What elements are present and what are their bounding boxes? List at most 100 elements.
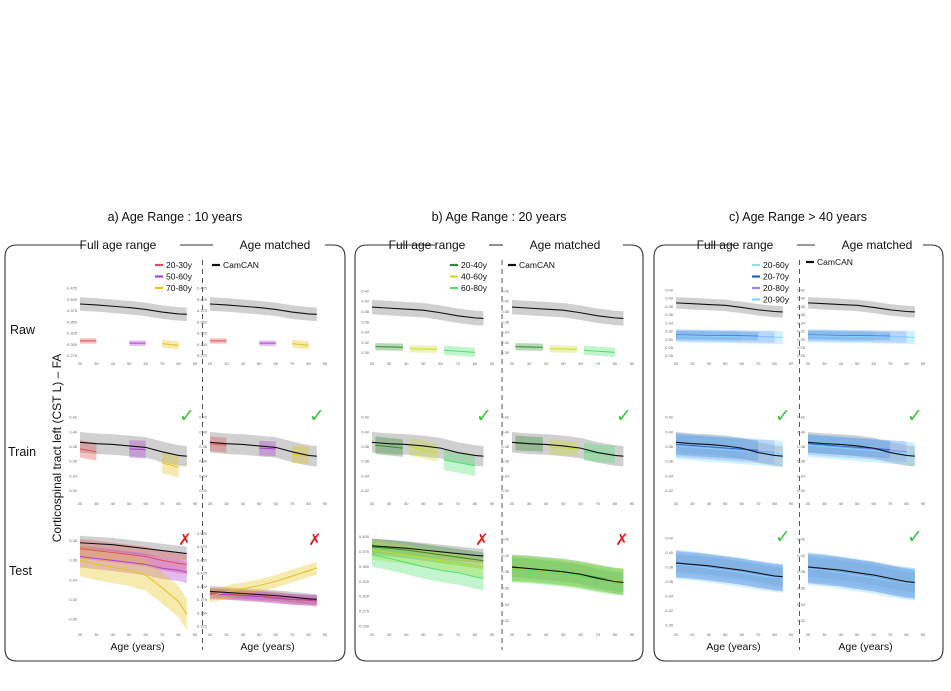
- legend-label-camcan: CamCAN: [519, 260, 555, 270]
- y-tick-label: 0.36: [797, 312, 806, 317]
- series-line-CamCAN: [79, 542, 187, 555]
- plot-train_full: 20 30 40 50 60 70 80 90 0.32 0.34 0.36 0.38 0.40 0.42…: [665, 405, 794, 506]
- x-tick-label: 30: [690, 632, 695, 637]
- plot-raw_full: 20 30 40 50 60 70 80 90 0.275 0.300 0.325 0.350 0.37…: [67, 286, 198, 366]
- y-tick-label: 0.34: [199, 473, 208, 478]
- y-tick-label: 0.36: [501, 585, 510, 590]
- y-tick-label: 0.350: [67, 319, 78, 324]
- x-tick-label: 90: [490, 501, 495, 506]
- y-tick-label: 0.325: [197, 624, 208, 629]
- series-line-CamCAN: [79, 441, 187, 457]
- y-tick-label: 0.28: [797, 345, 806, 350]
- plot-raw_full: 20 30 40 50 60 70 80 90 0.30 0.32 0.34 0.36 0.38 0.40…: [361, 288, 495, 366]
- y-tick-label: 0.500: [197, 531, 208, 536]
- series-line-40-60y: [511, 568, 624, 583]
- y-tick-label: 0.425: [197, 571, 208, 576]
- x-tick-label: 40: [241, 632, 246, 637]
- x-tick-label: 20: [674, 501, 679, 506]
- x-tick-label: 70: [595, 361, 600, 366]
- series-line-50-60y: [129, 448, 146, 451]
- subheader-age-matched: Age matched: [530, 238, 601, 252]
- x-tick-label: 50: [855, 501, 860, 506]
- x-tick-label: 20: [78, 361, 83, 366]
- series-line-20-40y: [375, 346, 403, 348]
- result-check-icon: ✓: [616, 405, 632, 427]
- y-tick-label: 0.30: [501, 350, 510, 355]
- x-tick-label: 70: [888, 361, 893, 366]
- series-line-20-90y: [807, 444, 915, 455]
- y-tick-label: 0.40: [797, 553, 806, 558]
- series-line-40-60y: [409, 446, 438, 454]
- series-line-20-30y: [79, 448, 97, 453]
- series-line-40-60y: [549, 348, 578, 350]
- x-tick-label: 30: [822, 501, 827, 506]
- y-tick-label: 0.36: [665, 459, 674, 464]
- x-tick-label: 50: [257, 361, 262, 366]
- series-line-CamCAN: [371, 545, 484, 557]
- panel-a: a) Age Range : 10 years Full age range Age…: [4, 210, 346, 662]
- x-tick-label: 50: [723, 501, 728, 506]
- y-tick-label: 0.42: [501, 415, 510, 420]
- plot-raw_matched: 20 30 40 50 60 70 80 90 0.30 0.32 0.34 0.36 0.38 0.40…: [501, 288, 635, 366]
- row-label-train: Train: [8, 445, 36, 459]
- series-line-40-60y: [371, 549, 484, 569]
- legend-label: 60-80y: [461, 283, 488, 293]
- series-line-CamCAN: [807, 566, 915, 583]
- x-tick-label: 40: [404, 361, 409, 366]
- x-tick-label: 50: [127, 361, 132, 366]
- y-tick-label: 0.32: [501, 488, 510, 493]
- x-tick-label: 50: [723, 632, 728, 637]
- x-tick-label: 90: [789, 632, 794, 637]
- x-tick-label: 30: [387, 501, 392, 506]
- y-tick-label: 0.32: [501, 618, 510, 623]
- x-tick-label: 70: [455, 501, 460, 506]
- x-tick-label: 40: [839, 361, 844, 366]
- x-tick-label: 40: [111, 632, 116, 637]
- series-line-CamCAN: [675, 441, 783, 457]
- band-20-70y: [808, 553, 915, 599]
- x-tick-label: 50: [127, 632, 132, 637]
- band-20-40y: [512, 554, 624, 595]
- x-tick-label: 80: [306, 632, 311, 637]
- y-tick-label: 0.40: [501, 553, 510, 558]
- y-tick-label: 0.40: [199, 429, 208, 434]
- y-tick-label: 0.34: [69, 473, 78, 478]
- result-cross-icon: ✗: [308, 530, 321, 549]
- y-tick-label: 0.350: [197, 319, 208, 324]
- series-line-20-90y: [675, 445, 783, 455]
- legend-label: 50-60y: [166, 272, 193, 282]
- y-tick-label: 0.32: [501, 340, 510, 345]
- y-tick-label: 0.40: [361, 299, 370, 304]
- y-tick-label: 0.275: [359, 608, 370, 613]
- x-axis-label: Age (years): [838, 641, 892, 653]
- x-tick-label: 90: [323, 632, 328, 637]
- y-tick-label: 0.42: [361, 415, 370, 420]
- subheader-full-age: Full age range: [80, 238, 157, 252]
- x-tick-label: 40: [111, 361, 116, 366]
- series-line-20-90y: [675, 563, 783, 579]
- x-tick-label: 80: [176, 361, 181, 366]
- x-tick-label: 20: [806, 361, 811, 366]
- y-tick-label: 0.32: [665, 488, 674, 493]
- y-tick-label: 0.34: [69, 577, 78, 582]
- y-tick-label: 0.36: [665, 579, 674, 584]
- x-tick-label: 20: [208, 632, 213, 637]
- y-tick-label: 0.375: [67, 308, 78, 313]
- y-tick-label: 0.42: [797, 287, 806, 292]
- x-tick-label: 80: [473, 632, 478, 637]
- y-tick-label: 0.34: [665, 594, 674, 599]
- y-tick-label: 0.40: [665, 429, 674, 434]
- x-tick-label: 60: [143, 632, 148, 637]
- series-line-CamCAN: [675, 302, 783, 313]
- band-CamCAN: [80, 535, 187, 561]
- y-tick-label: 0.32: [797, 618, 806, 623]
- band-60-80y: [372, 542, 484, 591]
- series-line-20-30y: [79, 548, 187, 565]
- x-tick-label: 40: [544, 361, 549, 366]
- y-tick-label: 0.450: [197, 557, 208, 562]
- panel-border: [4, 244, 346, 662]
- y-tick-label: 0.36: [361, 459, 370, 464]
- band-20-90y: [676, 549, 783, 593]
- plot-test_matched: 20 30 40 50 60 70 80 90 0.325 0.350 0.375 0.400 0.42…: [197, 530, 328, 653]
- x-tick-label: 80: [772, 501, 777, 506]
